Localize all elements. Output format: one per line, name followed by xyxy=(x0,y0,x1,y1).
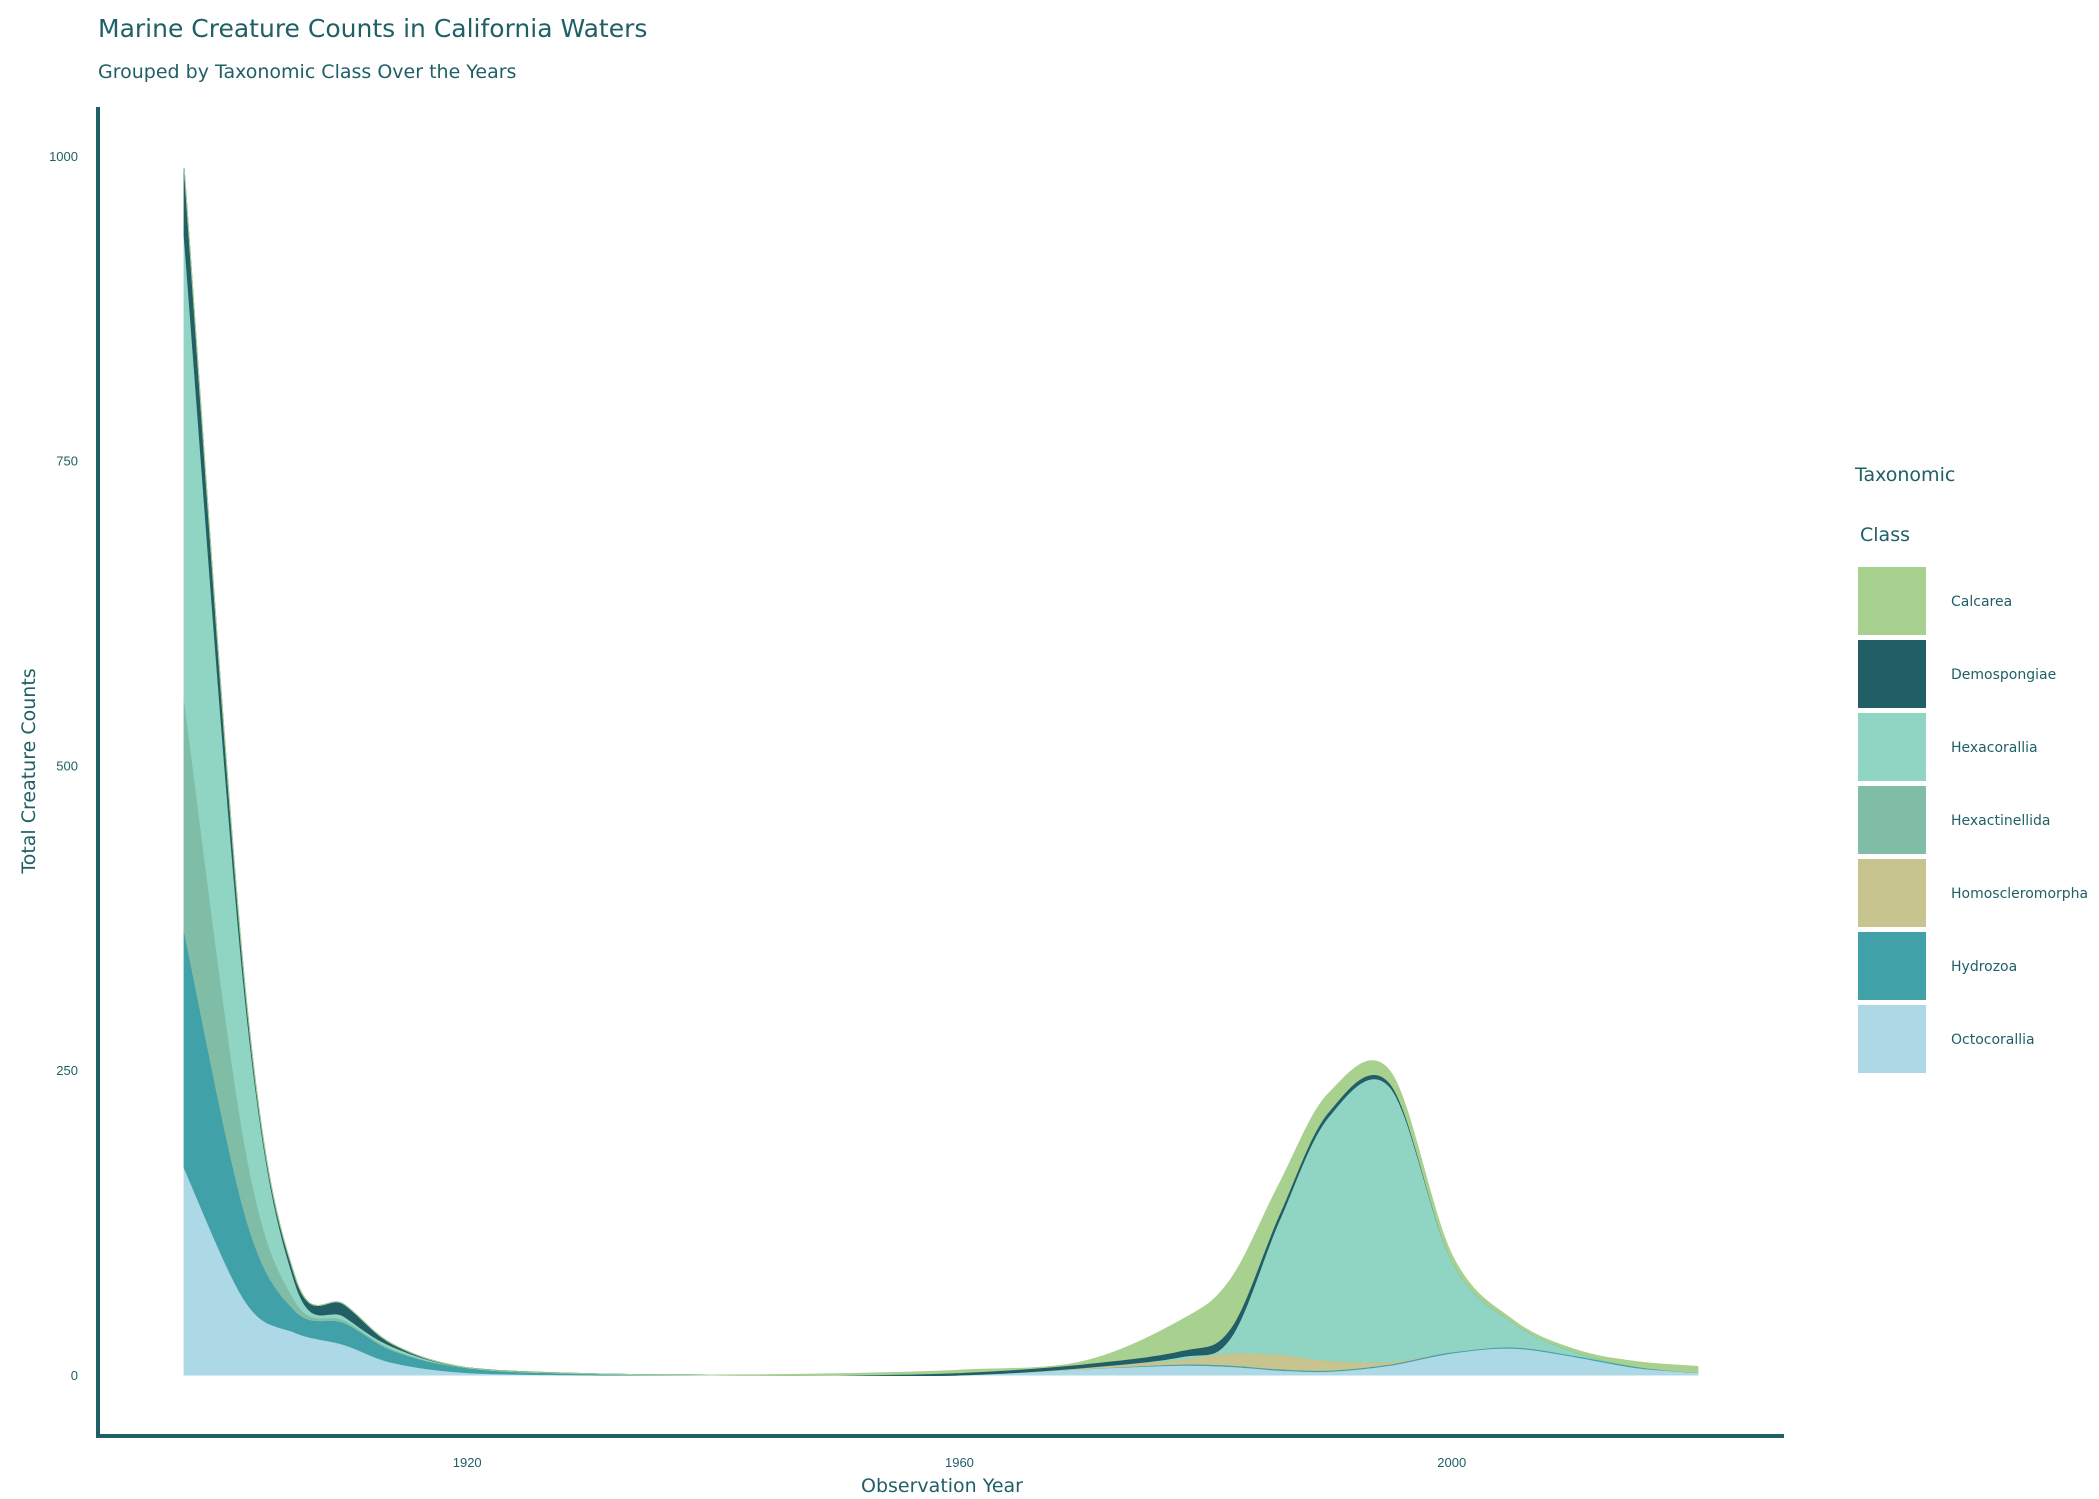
y-tick-labels: 0 250 500 750 1000 xyxy=(49,149,78,1383)
legend-label-homoscleromorpha: Homoscleromorpha xyxy=(1951,886,2088,902)
legend-swatch-calcarea xyxy=(1858,567,1926,635)
legend-label-demospongiae: Demospongiae xyxy=(1951,667,2056,683)
area-calcarea xyxy=(183,167,1699,1376)
area-demospongiae xyxy=(183,167,1698,1377)
legend-swatch-hexacorallia xyxy=(1858,713,1926,781)
y-tick-label: 0 xyxy=(71,1368,78,1383)
x-tick-label: 2000 xyxy=(1437,1455,1466,1470)
legend-swatch-demospongiae xyxy=(1858,640,1926,708)
area-series-group xyxy=(183,167,1699,1377)
x-tick-label: 1920 xyxy=(453,1455,482,1470)
legend-title-line-2: Class xyxy=(1860,524,1910,546)
legend-label-hexacorallia: Hexacorallia xyxy=(1951,740,2038,756)
legend-label-octocorallia: Octocorallia xyxy=(1951,1032,2035,1048)
x-tick-label: 1960 xyxy=(945,1455,974,1470)
legend-label-calcarea: Calcarea xyxy=(1951,594,2012,610)
y-tick-label: 500 xyxy=(56,758,78,773)
legend-label-hexactinellida: Hexactinellida xyxy=(1951,813,2050,829)
chart-title: Marine Creature Counts in California Wat… xyxy=(98,14,647,43)
legend-swatch-hydrozoa xyxy=(1858,932,1926,1000)
legend-label-hydrozoa: Hydrozoa xyxy=(1951,959,2017,975)
legend-swatch-hexactinellida xyxy=(1858,786,1926,854)
x-tick-labels: 1920 1960 2000 xyxy=(453,1455,1466,1470)
y-tick-label: 1000 xyxy=(49,149,78,164)
x-axis-label: Observation Year xyxy=(861,1475,1023,1497)
legend-swatch-octocorallia xyxy=(1858,1005,1926,1073)
legend-swatch-homoscleromorpha xyxy=(1858,859,1926,927)
chart-subtitle: Grouped by Taxonomic Class Over the Year… xyxy=(98,61,516,83)
area-hexactinellida xyxy=(183,698,1698,1377)
y-tick-label: 750 xyxy=(56,454,78,469)
area-hexacorallia xyxy=(183,234,1698,1377)
y-tick-label: 250 xyxy=(56,1063,78,1078)
legend: Taxonomic Class Calcarea Demospongiae Hexa… xyxy=(1854,464,2088,1073)
y-axis-label: Total Creature Counts xyxy=(18,668,40,874)
legend-items: Calcarea Demospongiae Hexacorallia Hexactin… xyxy=(1858,567,2088,1073)
legend-title-line-1: Taxonomic xyxy=(1854,464,1955,486)
